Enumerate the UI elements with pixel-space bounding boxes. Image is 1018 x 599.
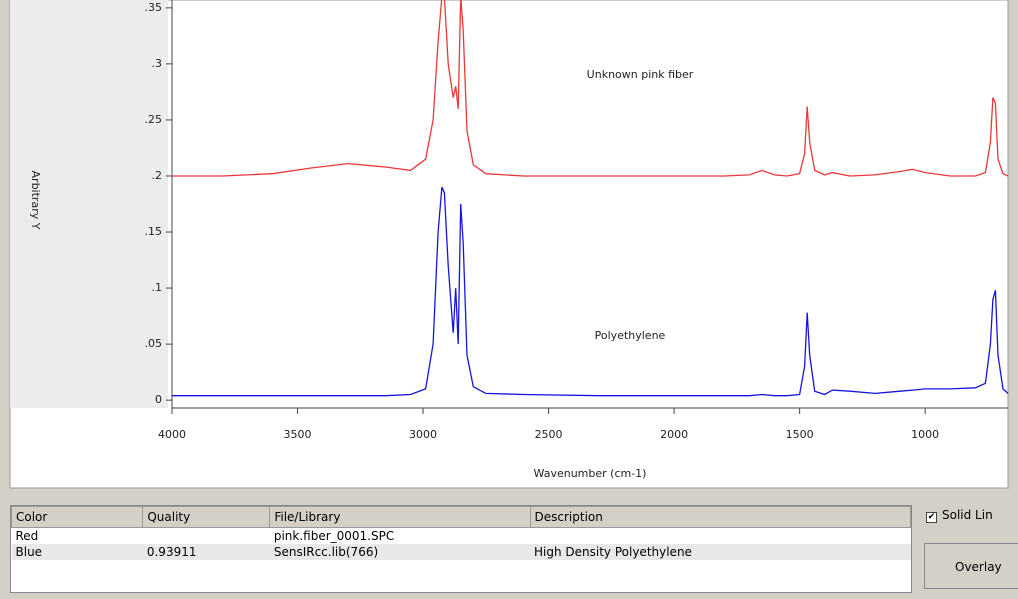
table-row: Blue 0.93911 SensIRcc.lib(766) High Density…: [11, 544, 911, 560]
y-tick-label: .15: [145, 225, 163, 238]
series-line: [172, 0, 1009, 177]
checkbox-box[interactable]: ✔: [926, 512, 937, 523]
column-header: File/Library: [269, 506, 531, 528]
results-table: Color Quality File/Library Description Red p…: [10, 505, 912, 593]
y-tick-label: .35: [145, 1, 163, 14]
y-tick-label: .2: [152, 169, 163, 182]
column-header: Description: [529, 506, 912, 528]
table-cell: [530, 528, 910, 545]
table-cell: SensIRcc.lib(766): [269, 544, 531, 560]
x-tick-label: 3500: [284, 428, 312, 441]
x-tick-label: 1500: [786, 428, 814, 441]
overlay-button[interactable]: Overlay: [924, 543, 1018, 589]
checkbox-label: Solid Lin: [942, 508, 993, 522]
y-tick-label: .3: [152, 57, 163, 70]
x-axis-label: Wavenumber (cm-1): [534, 467, 647, 480]
table-cell: 0.93911: [142, 544, 270, 560]
series-label: Polyethylene: [595, 329, 666, 342]
series-label: Unknown pink fiber: [587, 68, 694, 81]
x-tick-label: 2000: [660, 428, 688, 441]
x-tick-label: 1000: [911, 428, 939, 441]
series-line: [172, 186, 1009, 397]
x-tick-label: 4000: [158, 428, 186, 441]
table-cell: Blue: [11, 544, 143, 560]
y-axis-label: Arbitrary Y: [29, 171, 42, 230]
table: Color Quality File/Library Description Red p…: [10, 506, 912, 560]
y-tick-label: 0: [155, 393, 162, 406]
x-tick-label: 2500: [535, 428, 563, 441]
column-header: Color: [10, 506, 144, 528]
chart-panel: [9, 0, 1009, 489]
y-axis-panel: [10, 0, 168, 408]
table-cell: [143, 528, 270, 545]
chart: Arbitrary Y Wavenumber (cm-1) 0 .05 .1 .15.…: [9, 0, 1009, 489]
header-row: Color Quality File/Library Description: [10, 506, 912, 528]
column-header: Quality: [142, 506, 271, 528]
table-cell: pink.fiber_0001.SPC: [273, 529, 395, 543]
y-tick-label: .05: [145, 337, 163, 350]
y-tick-label: .1: [152, 281, 163, 294]
solid-lines-checkbox[interactable]: ✔ Solid Lin: [926, 508, 993, 523]
table-cell: Red: [15, 529, 39, 543]
table-cell: High Density Polyethylene: [530, 544, 911, 560]
y-tick-label: .25: [145, 113, 163, 126]
x-tick-label: 3000: [409, 428, 437, 441]
table-row: Red pink.fiber_0001.SPC: [12, 528, 911, 545]
